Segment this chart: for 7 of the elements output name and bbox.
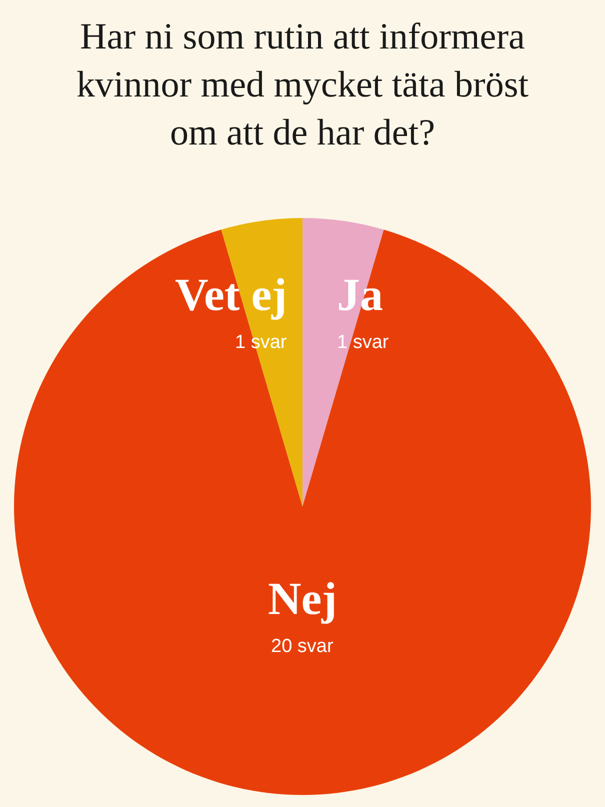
pie-slice xyxy=(14,230,591,795)
data-label: 20 svar xyxy=(271,636,334,657)
slice-label: Vet ej xyxy=(175,269,287,320)
chart-title: Har ni som rutin att informera kvinnor med mycket täta bröst om att de har det? xyxy=(76,16,530,154)
data-label: 1 svar xyxy=(235,332,288,353)
data-label: 1 svar xyxy=(337,332,390,353)
slice-label: Nej xyxy=(268,573,337,624)
